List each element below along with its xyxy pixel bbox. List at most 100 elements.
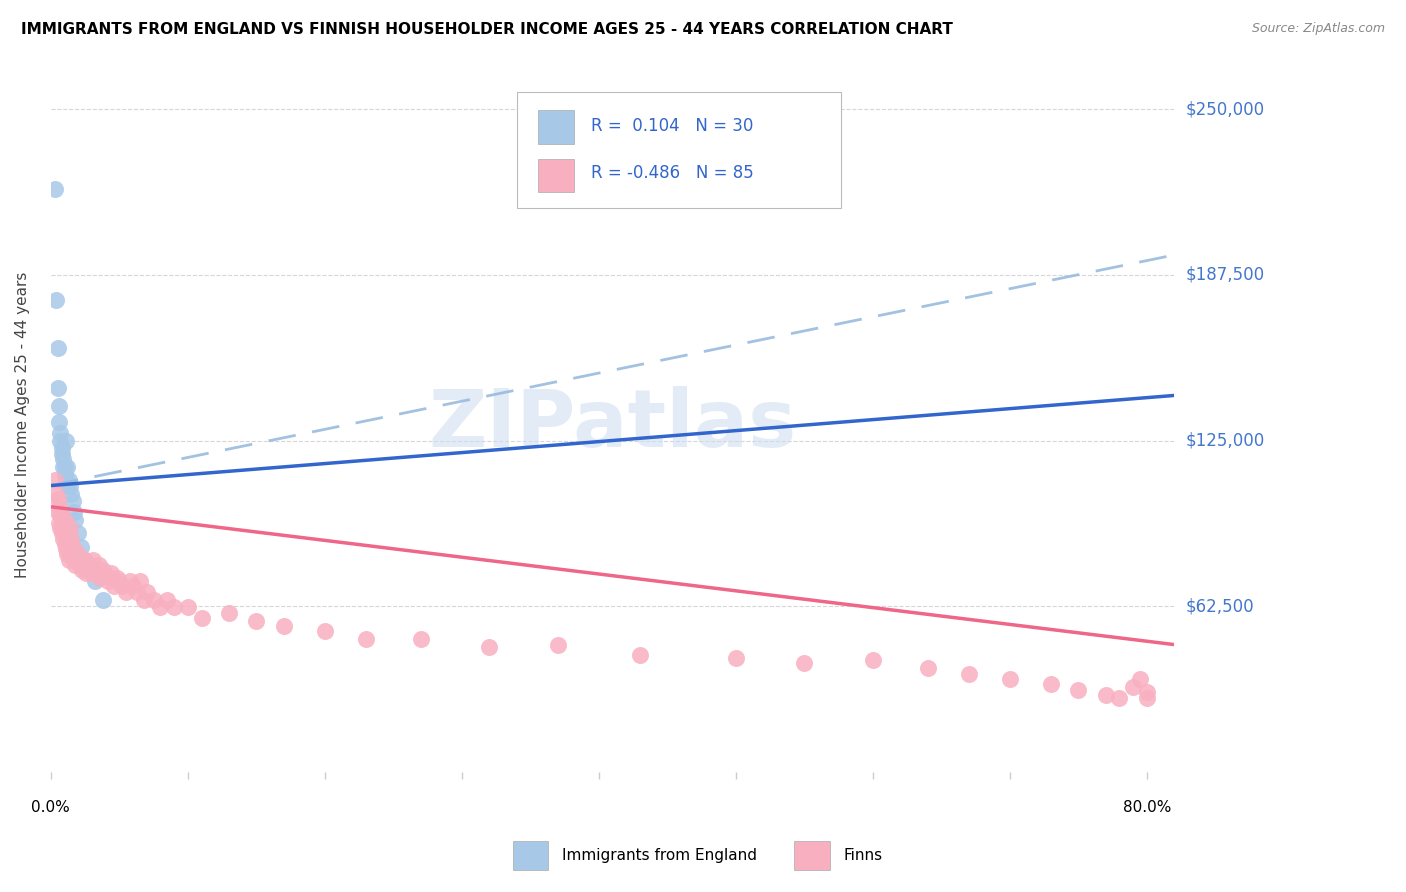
Point [55,526,77,541]
Point [91,592,114,607]
Text: $187,500: $187,500 [1185,266,1264,284]
Point [100,566,122,580]
Point [409,632,432,647]
Point [998,672,1021,686]
Text: $125,000: $125,000 [1185,432,1264,450]
Point [51,442,73,456]
Point [45,486,67,500]
Point [218,606,240,620]
Point [72,563,94,577]
Point [48,399,70,413]
Point [59,521,82,535]
Text: IMMIGRANTS FROM ENGLAND VS FINNISH HOUSEHOLDER INCOME AGES 25 - 44 YEARS CORRELA: IMMIGRANTS FROM ENGLAND VS FINNISH HOUSE… [21,22,953,37]
Point [46,491,69,506]
Text: Finns: Finns [844,848,883,863]
Point [177,600,200,615]
Point [547,638,569,652]
Point [862,653,884,667]
Point [55,473,77,487]
Point [1067,682,1090,697]
Point [60,486,83,500]
Text: $62,500: $62,500 [1185,597,1254,615]
Point [58,537,80,551]
Point [63,505,86,519]
Point [62,540,84,554]
Point [128,574,150,588]
Point [65,513,87,527]
Point [273,619,295,633]
Point [91,563,114,577]
Point [87,558,110,572]
Point [1129,672,1152,686]
Point [89,571,111,585]
Y-axis label: Householder Income Ages 25 - 44 years: Householder Income Ages 25 - 44 years [15,271,30,578]
Point [70,540,93,554]
Point [793,656,815,670]
Point [65,548,87,562]
Point [478,640,501,655]
Point [77,558,100,572]
Point [56,548,79,562]
Text: R =  0.104   N = 30: R = 0.104 N = 30 [591,117,752,135]
Point [53,467,76,482]
Point [58,473,80,487]
Point [55,434,77,448]
Point [52,532,75,546]
Point [60,532,83,546]
Point [75,553,97,567]
Text: Source: ZipAtlas.com: Source: ZipAtlas.com [1251,22,1385,36]
Point [115,584,138,599]
Point [51,526,73,541]
Point [1094,688,1116,702]
Point [70,553,93,567]
Point [314,624,336,639]
Point [1039,677,1062,691]
Point [48,415,70,429]
Point [111,579,134,593]
Point [46,380,69,394]
Text: Immigrants from England: Immigrants from England [562,848,758,863]
Point [52,521,75,535]
Point [67,526,90,541]
Point [83,574,105,588]
Point [58,553,80,567]
Point [59,478,82,492]
Point [724,650,747,665]
Point [957,666,980,681]
Point [66,553,89,567]
Point [49,425,72,440]
Point [49,508,72,522]
Point [63,553,86,567]
Point [53,460,76,475]
Point [46,505,69,519]
Point [132,592,155,607]
Point [163,600,186,615]
Point [51,447,73,461]
Point [142,592,165,607]
Point [245,614,267,628]
Point [1136,690,1159,705]
Point [52,452,75,467]
Point [105,571,128,585]
Point [1108,690,1130,705]
Point [55,542,77,557]
Point [135,584,157,599]
Point [80,566,103,580]
Point [46,341,69,355]
Point [75,553,97,567]
Point [1122,680,1144,694]
Point [48,516,70,530]
Point [97,574,120,588]
Point [52,460,75,475]
Point [917,661,939,675]
Point [94,568,117,582]
Point [56,478,79,492]
Text: R = -0.486   N = 85: R = -0.486 N = 85 [591,164,754,182]
Point [108,574,131,588]
Text: $250,000: $250,000 [1185,100,1264,119]
Point [49,434,72,448]
Point [48,500,70,514]
Text: ZIPatlas: ZIPatlas [429,385,797,464]
Point [127,584,149,599]
Point [49,521,72,535]
